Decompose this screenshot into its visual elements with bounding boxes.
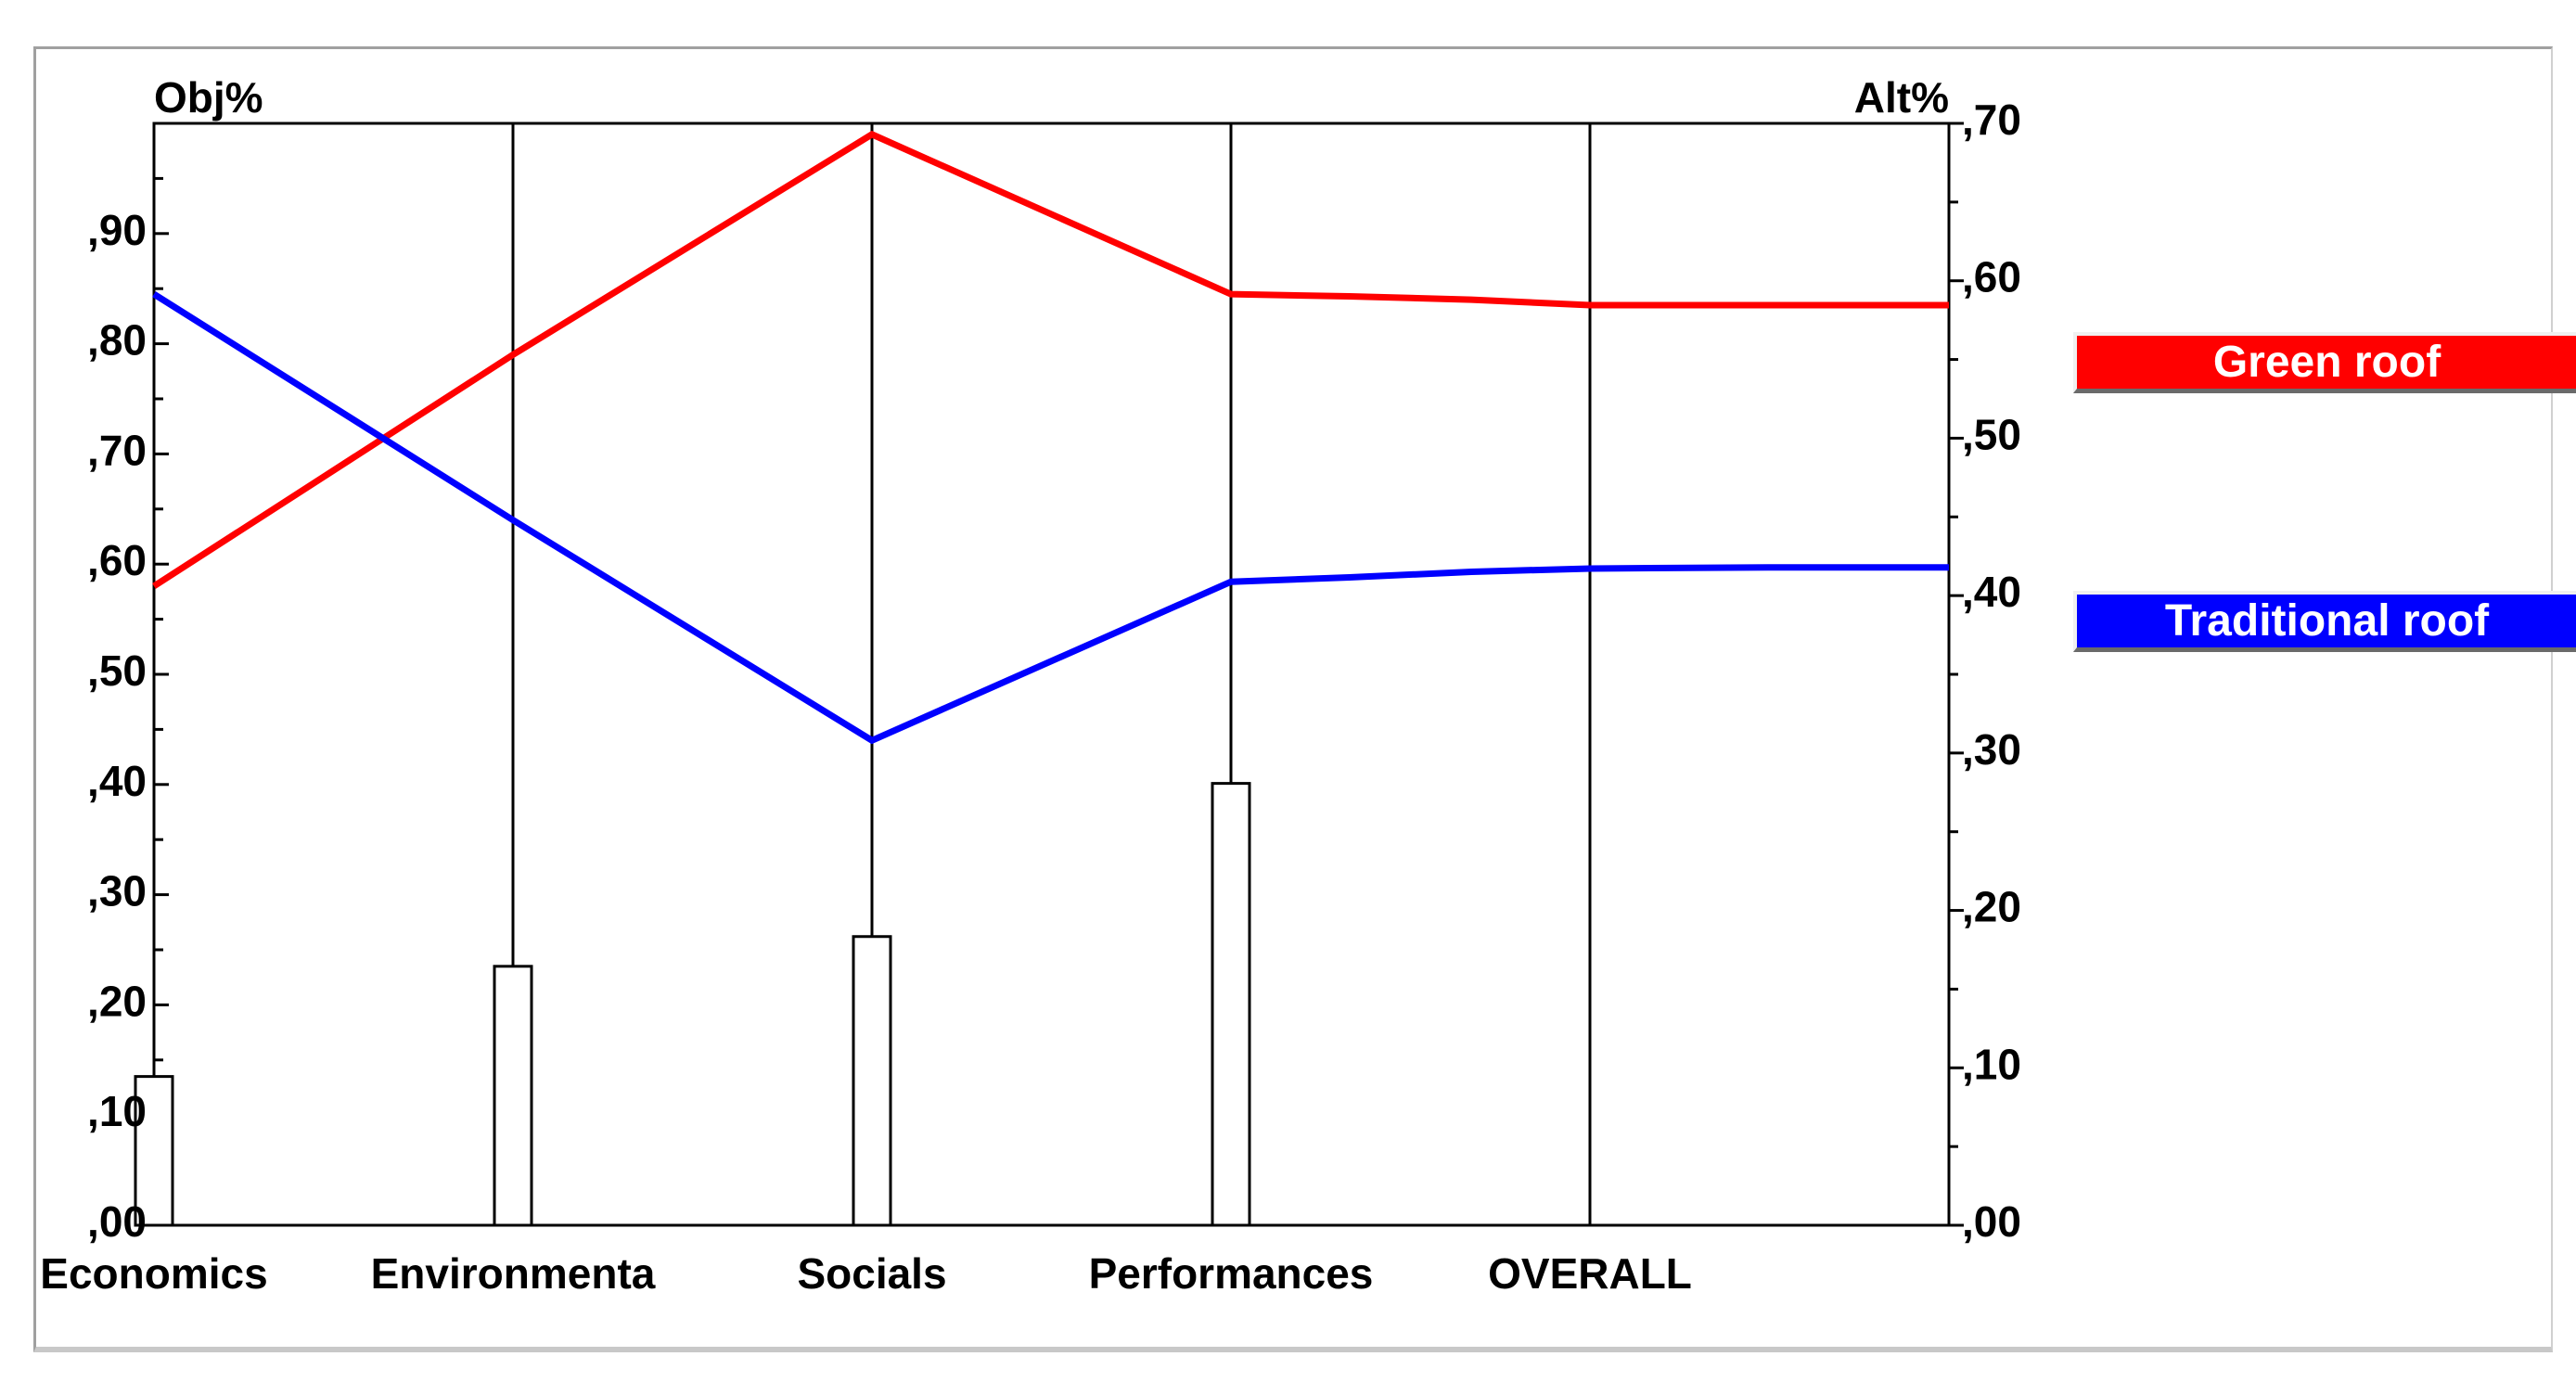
chart-window: ,00 ,10 ,20 ,30 ,40 ,50 ,60 ,70 ,80 ,90 ,00 ,10 ,20,… <box>33 46 2576 1352</box>
category-label: Environmenta <box>371 1249 656 1298</box>
sensitivity-chart: ,00 ,10 ,20 ,30 ,40 ,50 ,60 ,70 ,80 ,90 ,00 ,10 ,20,… <box>40 73 2021 1298</box>
axis-texts: ,00 ,10 ,20 ,30 ,40 ,50 ,60 ,70 ,80 ,90 ,00 ,10 ,20,… <box>40 73 2021 1298</box>
right-tick-label: ,60 <box>1962 253 2021 301</box>
objective-weight-bar <box>134 1075 174 1227</box>
left-tick-label: ,00 <box>87 1197 147 1246</box>
left-tick-label: ,80 <box>87 316 147 365</box>
category-label: Economics <box>40 1249 267 1298</box>
plot-border <box>152 122 1951 1227</box>
plot-frame <box>152 122 1964 1227</box>
left-tick-label: ,40 <box>87 757 147 805</box>
left-tick-label: ,60 <box>87 536 147 584</box>
objective-weight-bar <box>1211 782 1251 1227</box>
series-line <box>152 291 1949 745</box>
right-tick-label: ,10 <box>1962 1040 2021 1088</box>
left-tick-label: ,20 <box>87 977 147 1025</box>
left-tick-label: ,50 <box>87 646 147 695</box>
category-label: OVERALL <box>1488 1249 1692 1298</box>
left-tick-label: ,70 <box>87 426 147 474</box>
right-tick-label: ,70 <box>1962 96 2021 144</box>
objective-weight-bar <box>493 965 533 1227</box>
left-tick-label: ,90 <box>87 206 147 254</box>
left-axis-title: Obj% <box>154 73 263 122</box>
left-tick-label: ,10 <box>87 1087 147 1135</box>
category-label: Socials <box>797 1249 946 1298</box>
objective-weight-bars <box>134 782 1251 1227</box>
series-line <box>152 130 1949 589</box>
right-axis-title: Alt% <box>1854 73 1949 122</box>
right-tick-label: ,00 <box>1962 1197 2021 1246</box>
legend-green-roof-button[interactable]: Green roof <box>2073 332 2576 393</box>
series-lines <box>152 130 1949 745</box>
right-tick-label: ,30 <box>1962 725 2021 774</box>
category-label: Performances <box>1089 1249 1374 1298</box>
left-tick-label: ,30 <box>87 867 147 915</box>
right-tick-label: ,50 <box>1962 410 2021 458</box>
right-tick-label: ,20 <box>1962 883 2021 931</box>
legend-traditional-roof-button[interactable]: Traditional roof <box>2073 591 2576 652</box>
right-tick-label: ,40 <box>1962 568 2021 616</box>
objective-weight-bar <box>852 935 892 1227</box>
